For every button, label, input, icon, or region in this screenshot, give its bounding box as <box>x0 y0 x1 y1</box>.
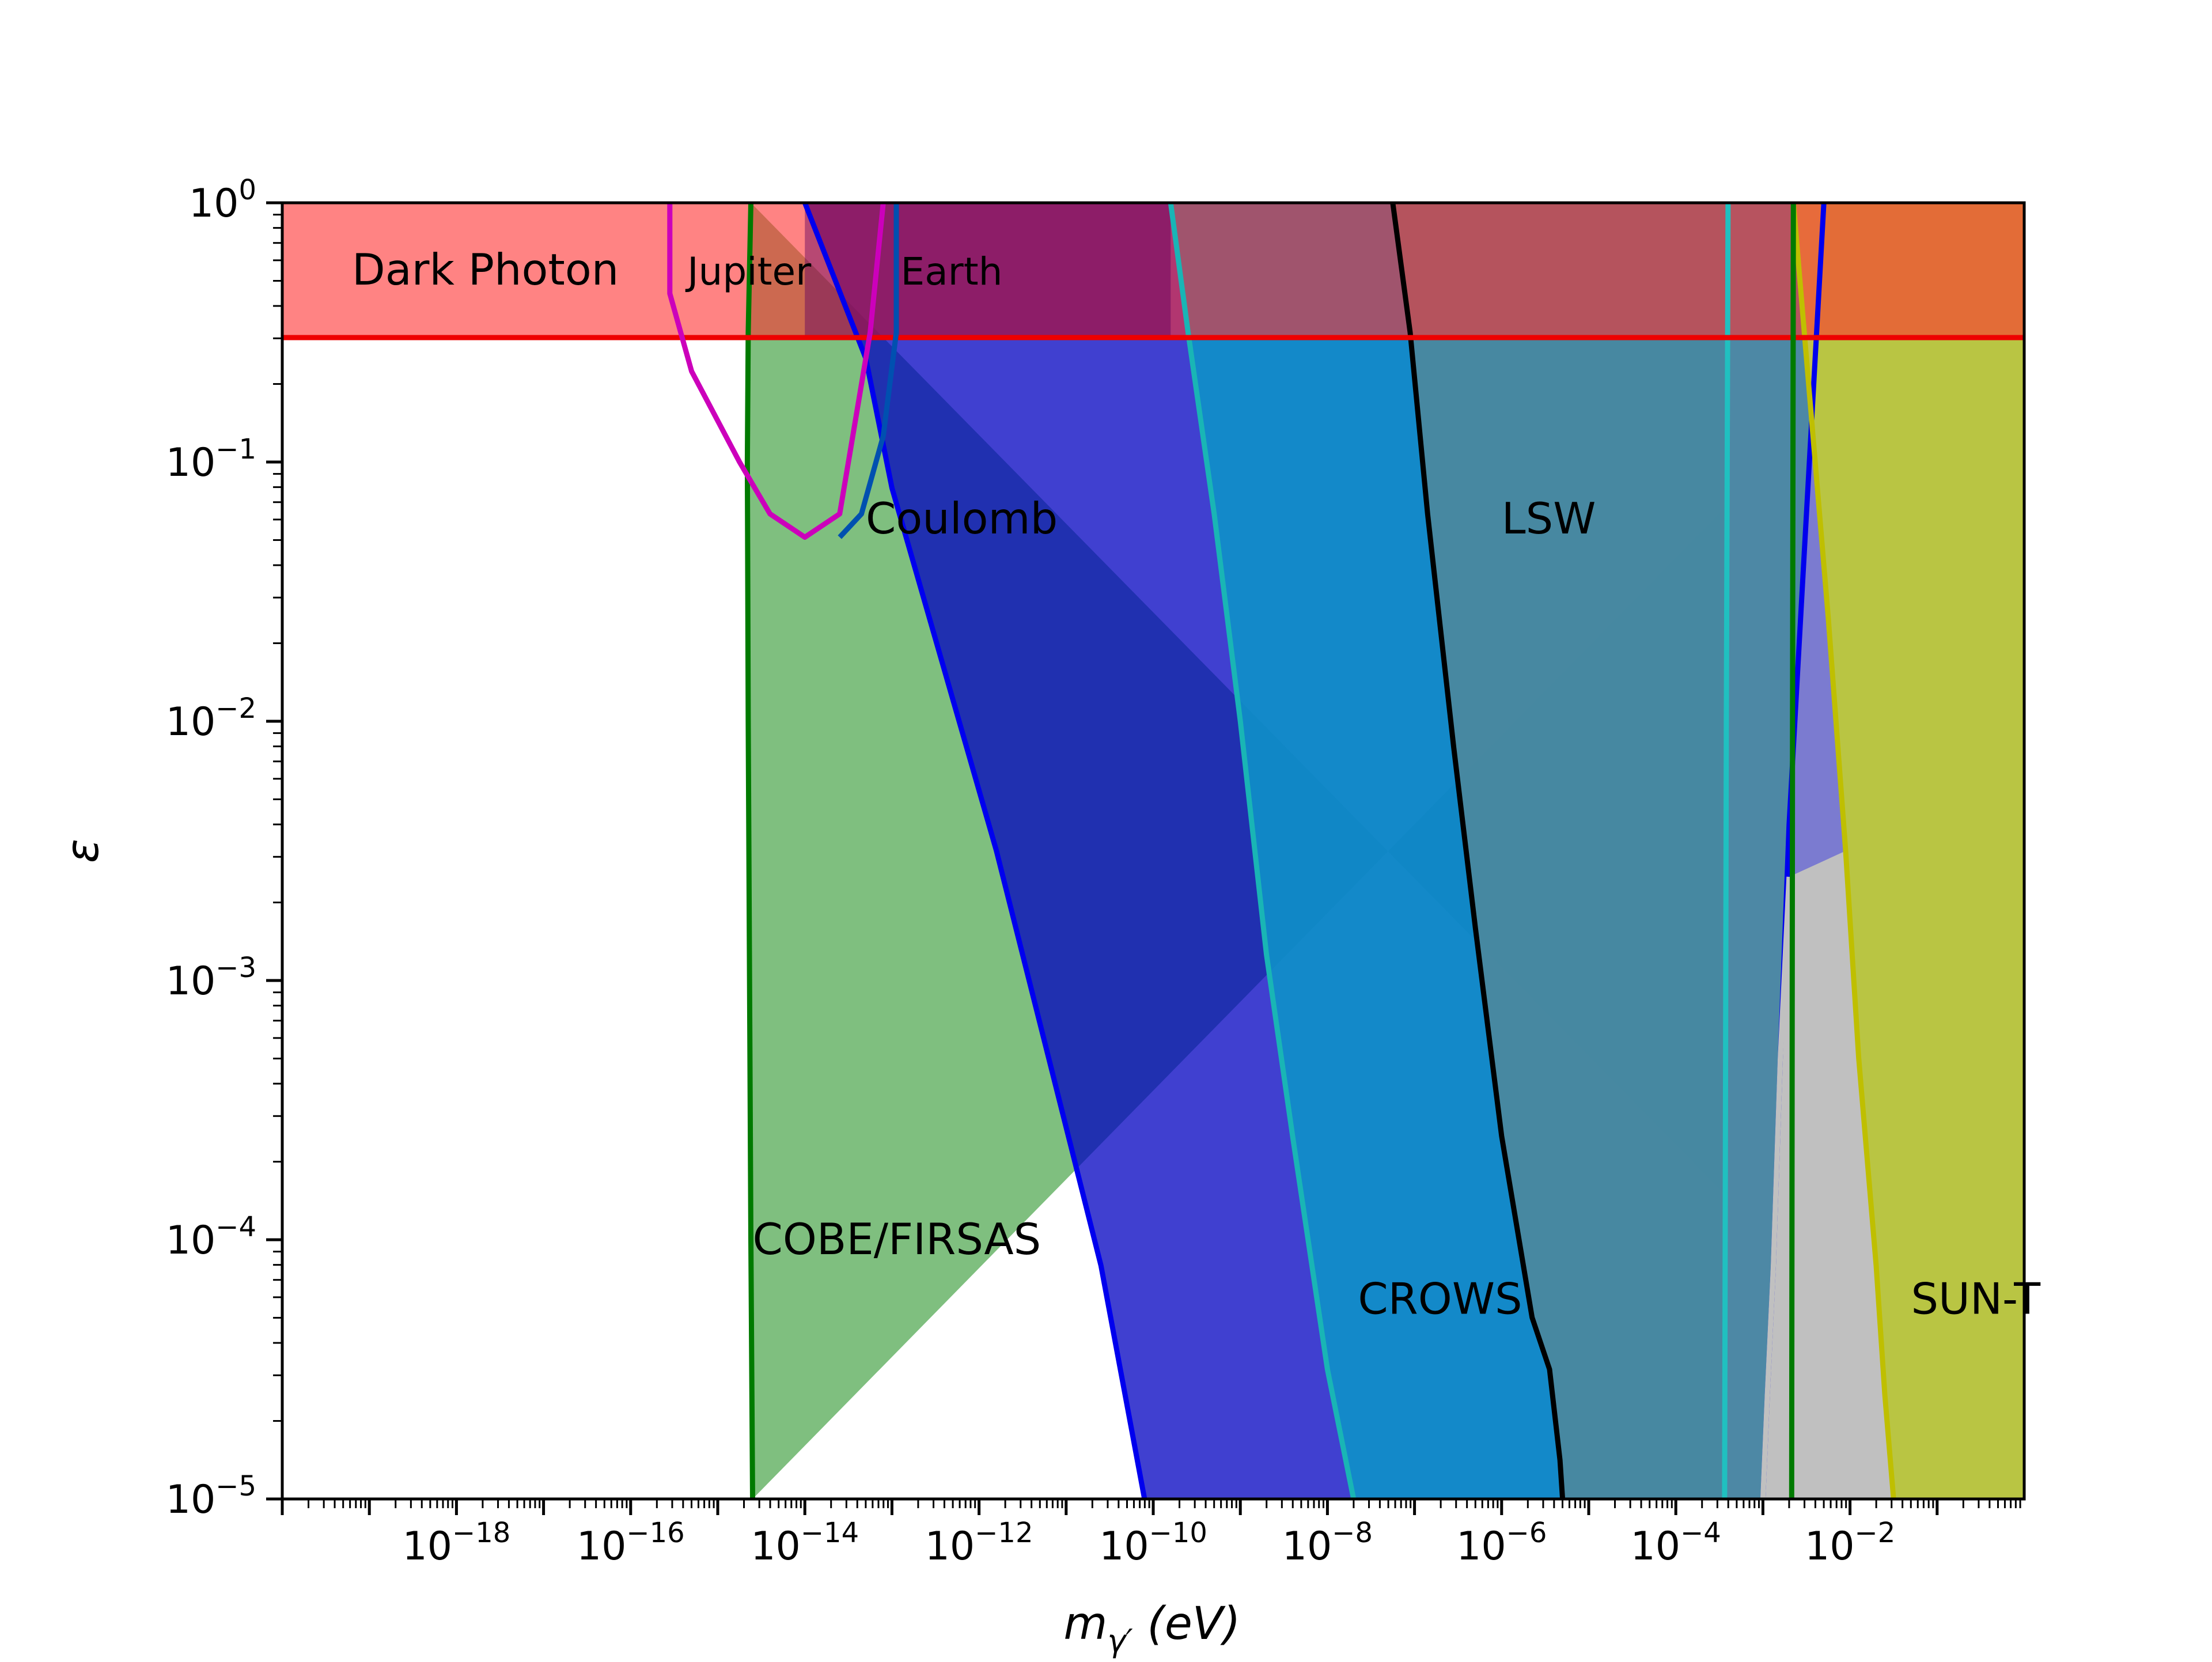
y-tick-label: 10−2 <box>166 692 256 745</box>
y-tick-label: 10−1 <box>166 433 256 486</box>
region-sunt-edge <box>1790 202 1896 1500</box>
x-tick-label: 10−16 <box>577 1517 685 1569</box>
region-earth-edge <box>838 203 899 539</box>
region-sunt-fill <box>1793 203 2024 1499</box>
x-tick-label: 10−12 <box>925 1517 1033 1569</box>
region-green_edge-edge <box>1789 202 1796 1500</box>
label-sunt: SUN-T <box>1911 1274 2041 1324</box>
x-tick-label: 10−6 <box>1456 1517 1547 1569</box>
x-tick-label: 10−2 <box>1805 1517 1895 1569</box>
region-grey_band-fill <box>1763 851 1894 1499</box>
region-cyan_band-edge <box>1722 202 1731 1500</box>
label-coulomb: Coulomb <box>866 493 1058 544</box>
y-axis-label: ε <box>57 839 109 863</box>
y-tick-label: 10−5 <box>166 1470 256 1523</box>
label-dark_photon: Dark Photon <box>352 244 619 295</box>
label-lsw: LSW <box>1502 493 1596 544</box>
y-axis-ticks: 100 10−1 10−2 10−3 10−4 10−5 <box>166 174 282 1523</box>
region-crows-edge <box>1168 202 1357 1500</box>
label-earth: Earth <box>901 249 1003 294</box>
x-axis-ticks: 10−18 10−16 10−14 10−12 10−10 10−8 10−6 10−4 10−… <box>281 1499 2021 1569</box>
x-tick-label: 10−10 <box>1099 1517 1207 1569</box>
exclusion-regions <box>282 203 2025 1499</box>
region-jupiter-edge <box>667 202 886 540</box>
x-tick-label: 10−8 <box>1282 1517 1373 1569</box>
label-cobe: COBE/FIRSAS <box>752 1214 1041 1265</box>
y-tick-label: 10−4 <box>166 1211 256 1263</box>
x-tick-label: 10−4 <box>1631 1517 1721 1569</box>
x-tick-label: 10−14 <box>751 1517 859 1569</box>
label-jupiter: Jupiter <box>685 249 812 294</box>
region-top-tint <box>805 203 1171 338</box>
region-grey_band-edge <box>1760 876 1792 1500</box>
y-tick-label: 100 <box>189 174 256 226</box>
region-lsw-edge <box>1390 202 1566 1500</box>
region-coulomb-edge <box>802 202 1147 1500</box>
region-dark-photon-fill <box>282 203 2024 338</box>
y-tick-label: 10−3 <box>166 952 256 1004</box>
x-tick-label: 10−18 <box>402 1517 510 1569</box>
x-axis-label: mγ′ (eV) <box>1063 1598 1240 1659</box>
label-crows: CROWS <box>1358 1274 1522 1324</box>
region-cobe-edge <box>744 202 755 1500</box>
region-boundaries <box>282 202 2024 1500</box>
region-labels: COBE/FIRSAS Coulomb CROWS LSW SUN-T Dark Phot… <box>352 244 2041 1324</box>
